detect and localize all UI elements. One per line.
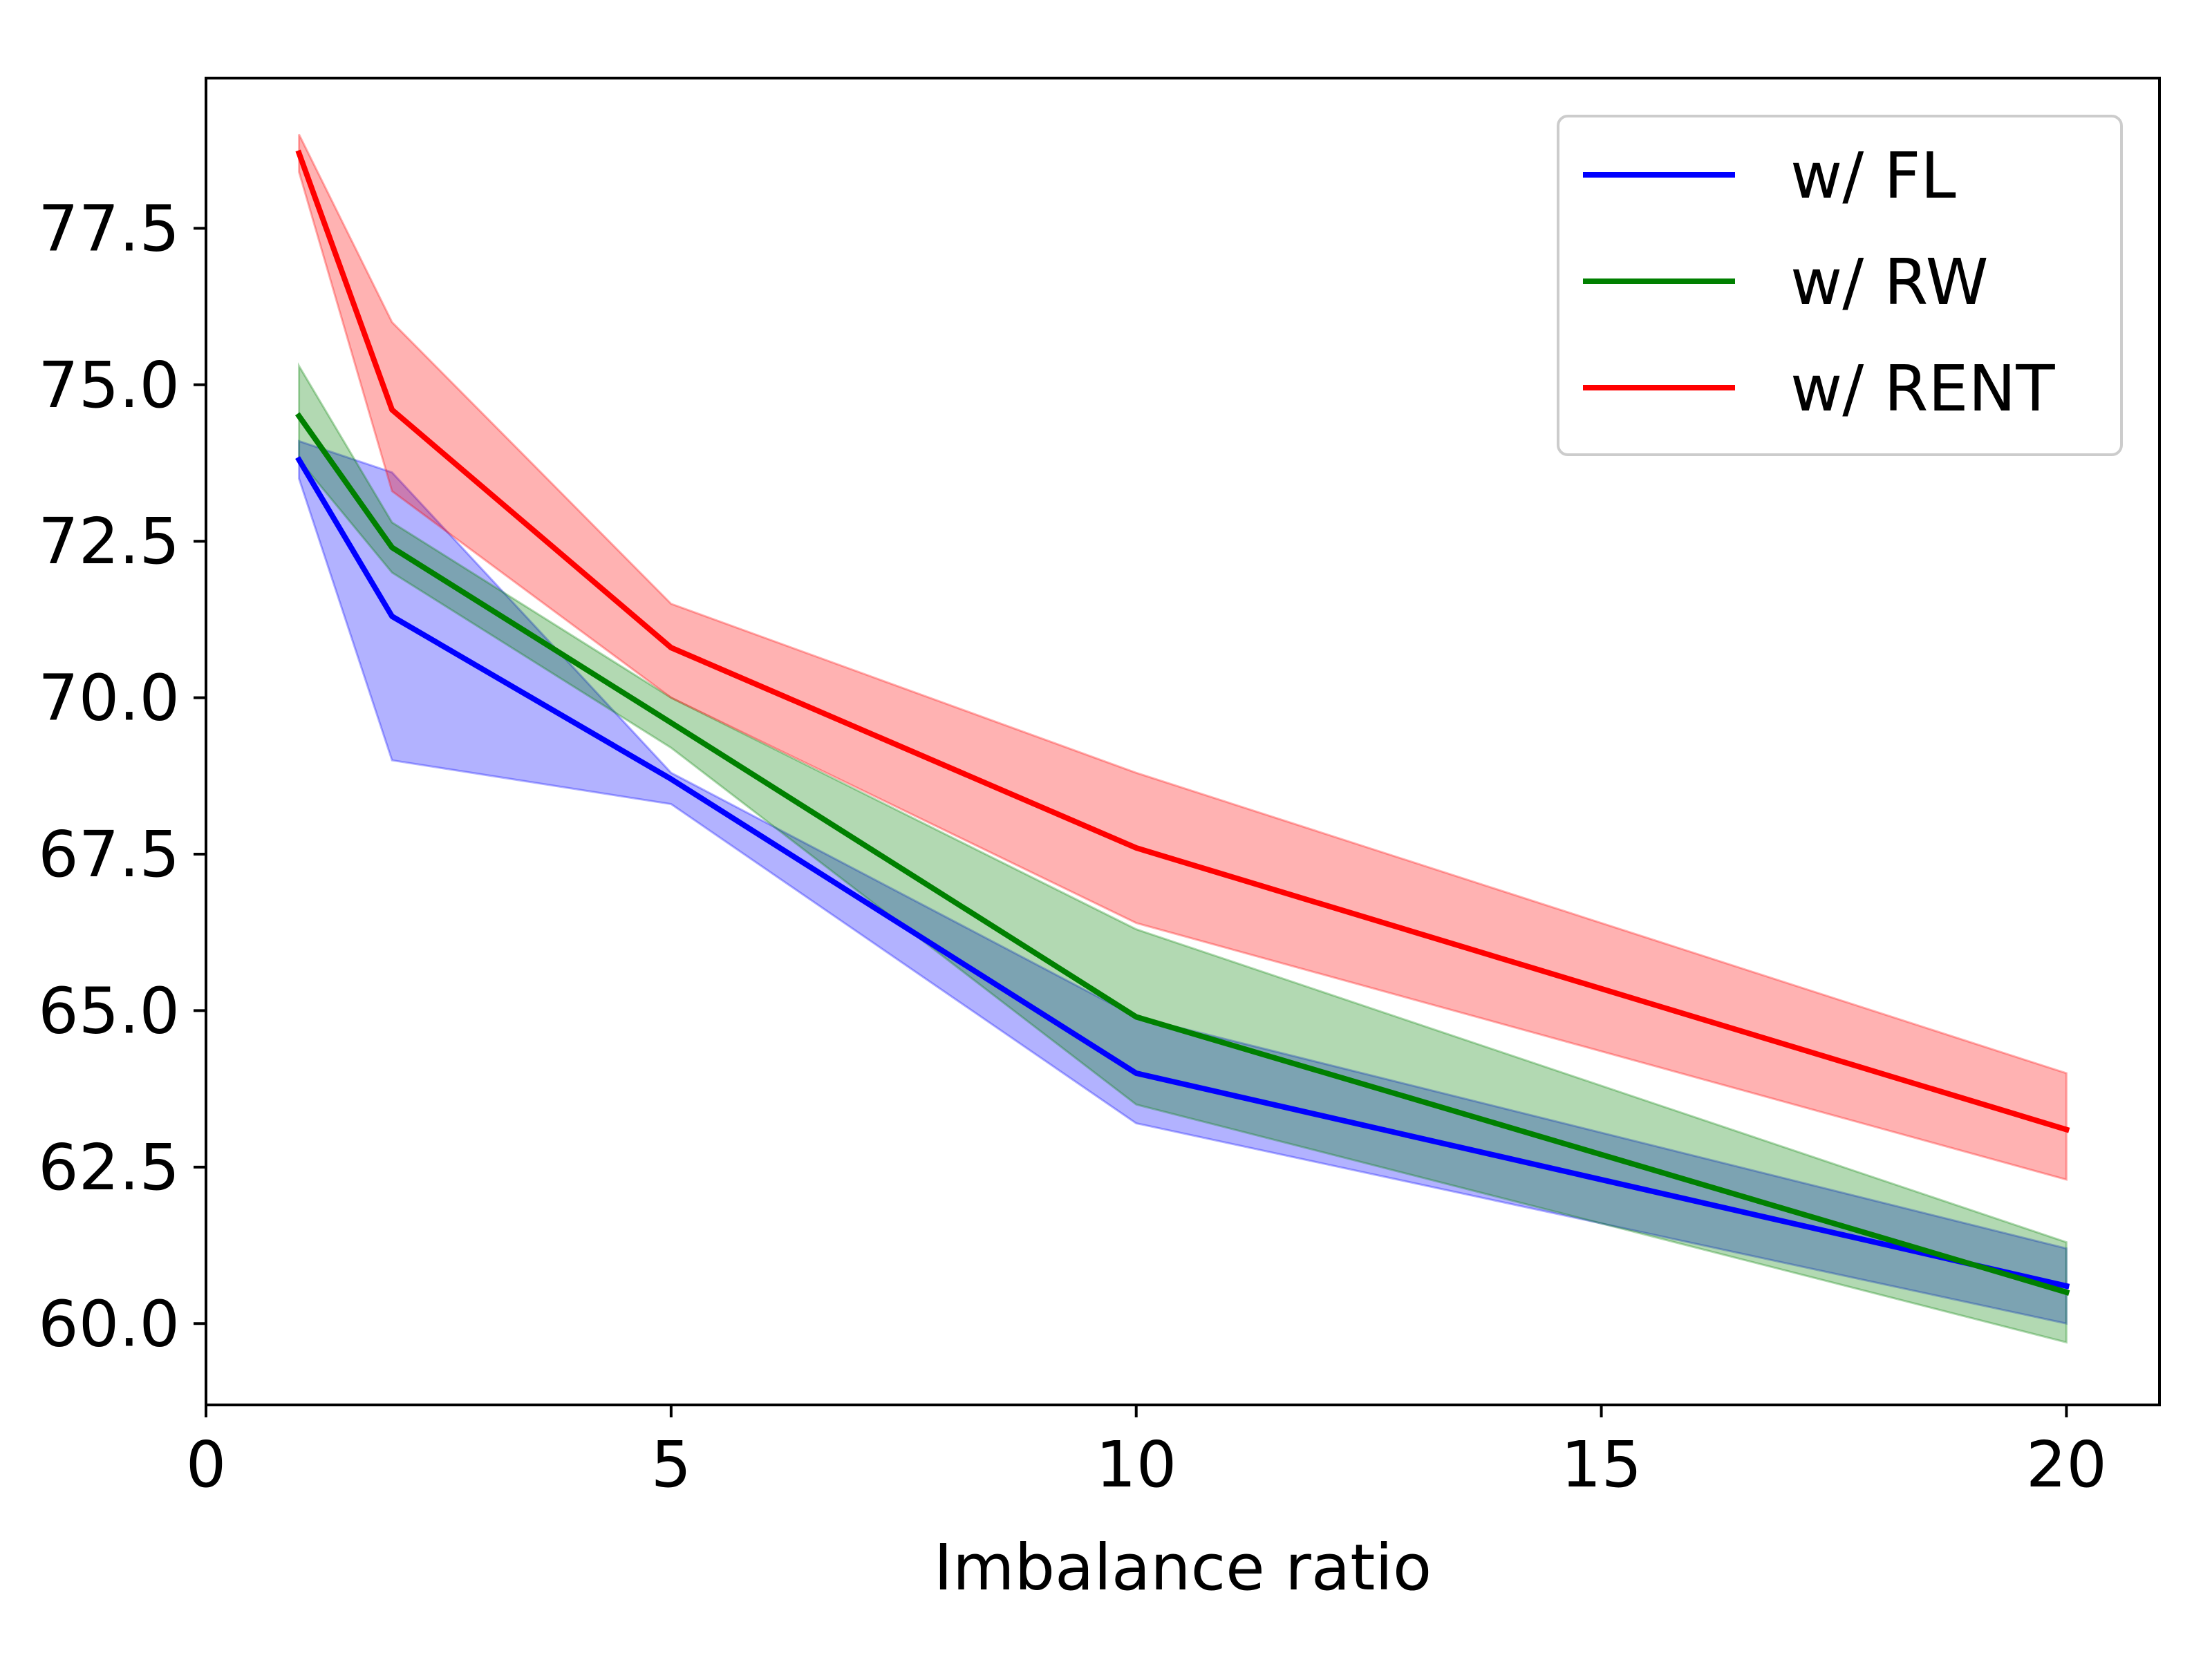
y-axis: 60.0 62.5 65.0 67.5 70.0 72.5 75.0 77.5 (38, 191, 206, 1361)
legend-label: w/ RENT (1790, 352, 2055, 426)
series-lines (294, 149, 2070, 1296)
y-tick-label: 60.0 (38, 1287, 180, 1361)
x-tick-label: 15 (1561, 1428, 1642, 1502)
legend-label: w/ FL (1790, 139, 1956, 213)
y-tick-label: 75.0 (38, 348, 180, 422)
y-tick-label: 65.0 (38, 974, 180, 1048)
y-tick-label: 67.5 (38, 818, 180, 891)
line-w-fl (295, 455, 2070, 1290)
x-tick-label: 10 (1096, 1428, 1177, 1502)
line-w-rw (294, 412, 2070, 1296)
plot-frame (205, 77, 2161, 1406)
line-w-rent (295, 149, 2070, 1133)
legend-box (1557, 115, 2123, 456)
x-tick-label: 0 (186, 1428, 227, 1502)
x-tick-label: 20 (2026, 1428, 2107, 1502)
band-w-fl (298, 440, 2068, 1325)
legend: w/ FL w/ RW w/ RENT (1557, 115, 2123, 456)
y-tick-label: 72.5 (38, 504, 180, 578)
y-tick-label: 62.5 (38, 1131, 180, 1205)
y-tick-label: 77.5 (38, 191, 180, 265)
y-tick-label: 70.0 (38, 661, 180, 735)
band-w-rw (298, 362, 2068, 1344)
legend-label: w/ RW (1790, 245, 1989, 319)
x-axis: 0 5 10 15 20 (186, 1405, 2107, 1502)
x-axis-label: Imbalance ratio (934, 1531, 1432, 1605)
x-tick-label: 5 (651, 1428, 692, 1502)
